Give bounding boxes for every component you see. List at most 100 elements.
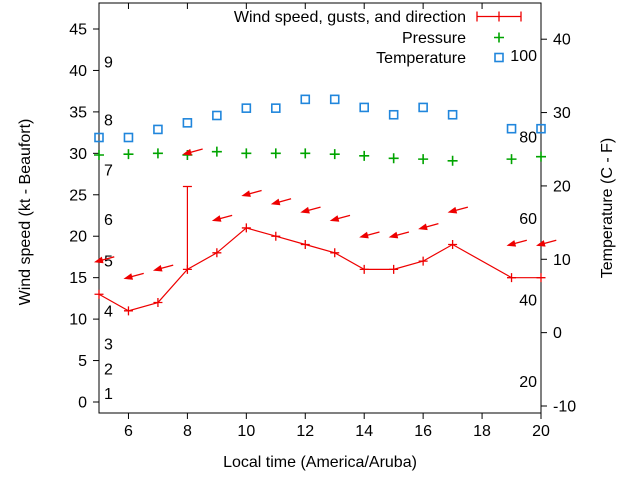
wind-speed-line: [98, 227, 541, 312]
pressure-point: [447, 155, 458, 166]
pressure-point: [418, 154, 429, 165]
temperature-point: [388, 109, 399, 120]
legend-label-3: Temperature: [376, 50, 466, 67]
gust-direction-arrow-icon: [536, 240, 546, 247]
gust-direction-arrow-icon: [123, 273, 134, 280]
wind-point-marker: [300, 240, 310, 250]
plot-border: [98, 2, 542, 414]
x-tick-label: 14: [355, 423, 373, 440]
gust-direction-arrow-icon: [447, 206, 458, 214]
wind-point-marker: [448, 240, 458, 250]
pressure-point: [241, 148, 252, 159]
fahrenheit-scale-label: 80: [519, 129, 537, 146]
temperature-point: [506, 123, 517, 134]
gust-direction-arrow-icon: [211, 215, 222, 222]
wind-point-marker: [123, 306, 133, 316]
wind-point-marker: [507, 273, 517, 283]
beaufort-scale-label: 4: [104, 303, 113, 320]
temperature-point: [418, 102, 428, 113]
gust-direction-arrow-icon: [94, 256, 104, 264]
temperature-point: [153, 124, 163, 135]
gust-direction-arrow-icon: [329, 215, 340, 222]
temperature-point: [182, 118, 193, 128]
x-tick-label: 8: [183, 423, 192, 440]
y-left-tick-label: 15: [69, 270, 87, 287]
beaufort-scale-label: 5: [104, 254, 113, 271]
pressure-point: [388, 153, 399, 164]
wind-point-marker: [212, 248, 222, 258]
temperature-point: [270, 103, 281, 113]
y-right-axis-title: Temperature (C - F): [599, 138, 616, 278]
y-left-tick-label: 30: [69, 146, 87, 163]
y-right-tick-label: 20: [553, 178, 571, 195]
y-left-tick-label: 20: [69, 229, 87, 246]
y-right-tick-label: -10: [553, 399, 576, 416]
wind-point-marker: [389, 264, 399, 274]
gust-direction-arrow-icon: [388, 231, 399, 239]
x-tick-label: 6: [124, 423, 133, 440]
wind-point-marker: [241, 223, 251, 233]
temperature-point: [536, 123, 546, 134]
pressure-point: [506, 154, 517, 165]
x-tick-label: 18: [473, 423, 491, 440]
legend-marker-temperature-square-icon: [494, 52, 504, 63]
beaufort-scale-label: 8: [104, 113, 113, 130]
beaufort-scale-label: 9: [104, 55, 113, 72]
y-left-tick-label: 25: [69, 187, 87, 204]
pressure-point: [536, 151, 546, 162]
pressure-point: [211, 146, 222, 157]
gust-direction-arrow-icon: [270, 198, 281, 206]
wind-point-marker: [359, 264, 369, 274]
y-left-tick-label: 5: [78, 353, 87, 370]
wind-point-marker: [182, 264, 192, 274]
temperature-point: [212, 110, 222, 121]
pressure-point: [359, 150, 370, 161]
temperature-point: [94, 132, 104, 143]
temperature-point: [359, 102, 370, 113]
beaufort-scale-label: 2: [104, 361, 113, 378]
wind-point-marker: [271, 231, 281, 241]
pressure-point: [270, 148, 281, 159]
beaufort-scale-label: 7: [104, 162, 113, 179]
wind-point-marker: [330, 248, 340, 258]
temperature-point: [329, 94, 340, 105]
temperature-point: [241, 103, 252, 113]
pressure-point: [94, 149, 104, 160]
legend-marker-pressure-plus-icon: [494, 32, 504, 43]
pressure-point: [329, 149, 340, 160]
gust-spike-errorbar: [182, 185, 192, 270]
y-right-tick-label: 10: [553, 252, 571, 269]
fahrenheit-scale-label: 20: [519, 374, 537, 391]
legend-label-2: Pressure: [402, 30, 466, 47]
gust-direction-arrow-icon: [152, 264, 163, 272]
wind-point-marker: [418, 256, 428, 266]
pressure-point: [123, 149, 134, 160]
y-left-tick-label: 45: [69, 21, 87, 38]
beaufort-scale-label: 3: [104, 336, 113, 353]
y-right-tick-label: 30: [553, 105, 571, 122]
legend-label-1: Wind speed, gusts, and direction: [234, 9, 466, 26]
fahrenheit-scale-label: 60: [519, 211, 537, 228]
y-right-tick-label: 40: [553, 32, 571, 49]
wind-point-marker: [536, 273, 546, 283]
legend-marker-wind-errorbar-icon: [476, 11, 522, 22]
gust-direction-arrow-icon: [300, 206, 310, 214]
x-tick-label: 10: [237, 423, 255, 440]
beaufort-scale-label: 1: [104, 386, 113, 403]
temperature-point: [447, 109, 458, 120]
gust-direction-arrow-icon: [241, 190, 251, 197]
fahrenheit-scale-label: 100: [510, 48, 537, 65]
y-left-tick-label: 35: [69, 104, 87, 121]
y-left-tick-label: 0: [78, 395, 87, 412]
gust-direction-arrow-icon: [506, 240, 517, 247]
x-tick-label: 12: [296, 423, 314, 440]
y-left-tick-label: 10: [69, 312, 87, 329]
gust-direction-arrow-icon: [182, 148, 192, 156]
beaufort-scale-label: 6: [104, 212, 113, 229]
temperature-point: [123, 132, 134, 143]
gust-direction-arrow-icon: [418, 223, 428, 231]
x-axis-title: Local time (America/Aruba): [223, 454, 417, 471]
x-tick-label: 20: [532, 423, 550, 440]
